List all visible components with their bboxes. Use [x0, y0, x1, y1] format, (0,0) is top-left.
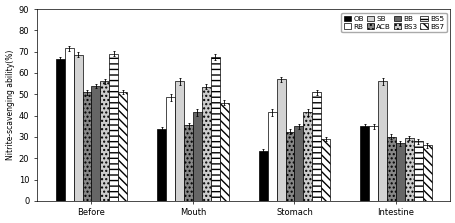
Bar [303, 112, 312, 201]
Bar [100, 81, 109, 201]
Bar [210, 57, 219, 201]
Bar [386, 137, 395, 201]
Bar [219, 103, 228, 201]
Bar [369, 126, 377, 201]
Bar [312, 92, 320, 201]
Y-axis label: Nitrite-scavenging ability(%): Nitrite-scavenging ability(%) [5, 50, 15, 160]
Bar [422, 145, 431, 201]
Bar [56, 59, 65, 201]
Bar [166, 97, 175, 201]
Bar [109, 54, 118, 201]
Bar [413, 141, 422, 201]
Bar [377, 81, 386, 201]
Bar [157, 129, 166, 201]
Bar [184, 125, 192, 201]
Bar [65, 48, 73, 201]
Bar [258, 151, 267, 201]
Bar [202, 87, 210, 201]
Bar [118, 92, 127, 201]
Bar [82, 92, 91, 201]
Bar [276, 79, 285, 201]
Bar [267, 112, 276, 201]
Bar [395, 143, 404, 201]
Legend: OB, RB, SB, ACB, BB, BS3, BS5, BS7: OB, RB, SB, ACB, BB, BS3, BS5, BS7 [340, 13, 446, 32]
Bar [192, 112, 202, 201]
Bar [359, 126, 369, 201]
Bar [404, 138, 413, 201]
Bar [285, 132, 294, 201]
Bar [294, 126, 303, 201]
Bar [175, 81, 184, 201]
Bar [91, 86, 100, 201]
Bar [320, 139, 329, 201]
Bar [73, 55, 82, 201]
